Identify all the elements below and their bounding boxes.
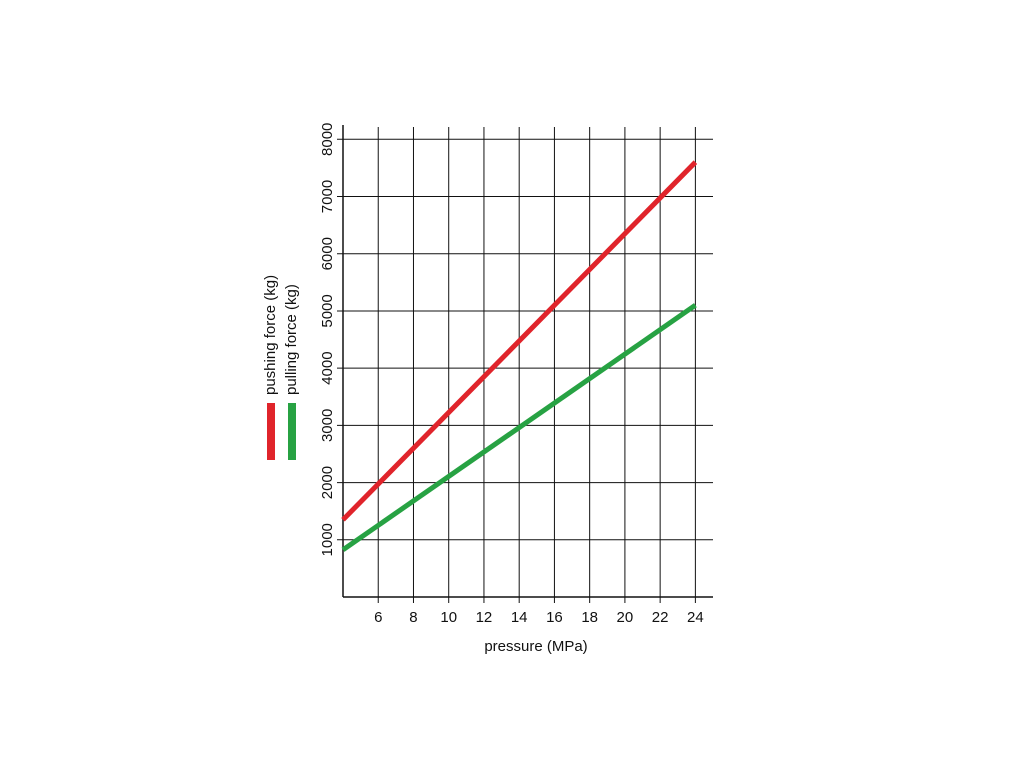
x-tick-label: 6 [374, 609, 382, 626]
x-tick-label: 10 [440, 609, 457, 626]
x-axis-label: pressure (MPa) [484, 638, 587, 655]
series-line [341, 160, 698, 522]
y-tick-label: 1000 [319, 523, 336, 556]
x-tick-label: 14 [511, 609, 528, 626]
x-tick-label: 16 [546, 609, 563, 626]
x-tick-label: 22 [652, 609, 669, 626]
y-tick-label: 3000 [319, 409, 336, 442]
y-tick-label: 4000 [319, 351, 336, 384]
x-tick-label: 18 [581, 609, 598, 626]
x-tick-label: 24 [687, 609, 704, 626]
x-tick-label: 20 [617, 609, 634, 626]
y-tick-label: 7000 [319, 180, 336, 213]
legend-label: pushing force (kg) [262, 275, 279, 395]
y-tick-label: 6000 [319, 237, 336, 270]
y-tick-label: 8000 [319, 123, 336, 156]
y-tick-label: 5000 [319, 294, 336, 327]
x-tick-label: 12 [476, 609, 493, 626]
series-line [341, 303, 697, 552]
y-tick-label: 2000 [319, 466, 336, 499]
legend-label: pulling force (kg) [283, 284, 300, 395]
x-tick-label: 8 [409, 609, 417, 626]
